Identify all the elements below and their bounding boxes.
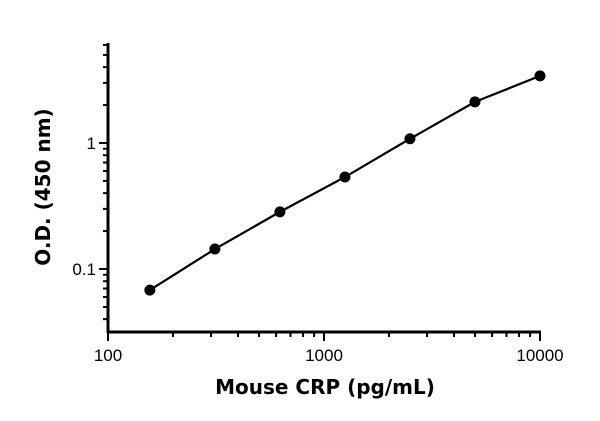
- data-point: [144, 284, 156, 296]
- data-point: [404, 133, 416, 145]
- data-point: [274, 206, 286, 218]
- x-tick-label: 1000: [305, 346, 343, 365]
- data-point: [534, 70, 546, 82]
- x-axis-title: Mouse CRP (pg/mL): [215, 375, 435, 399]
- x-tick-label: 100: [94, 346, 122, 365]
- axes: 100 1000 10000 0.1 1: [72, 43, 564, 365]
- y-axis-title: O.D. (450 nm): [31, 108, 55, 265]
- series-line: [149, 74, 541, 292]
- x-tick-label: 10000: [516, 346, 563, 365]
- data-point: [209, 243, 221, 255]
- y-tick-label: 1: [87, 134, 96, 153]
- data-point: [469, 96, 481, 108]
- y-tick-label: 0.1: [72, 260, 96, 279]
- data-point: [339, 171, 351, 183]
- data-marks: [144, 70, 546, 296]
